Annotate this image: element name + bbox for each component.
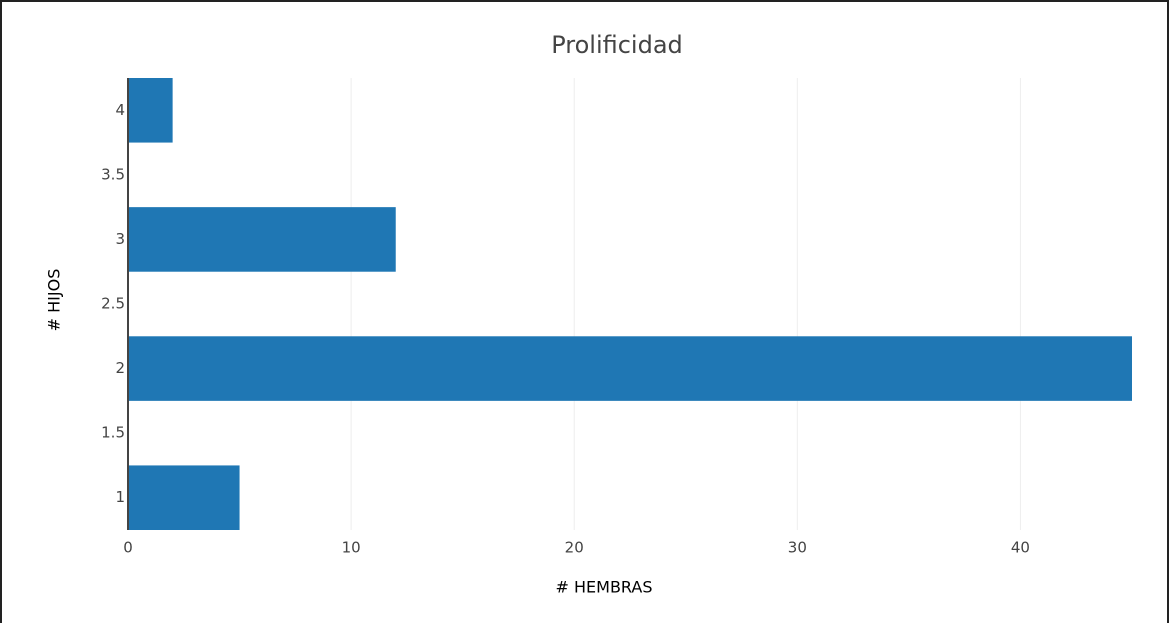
x-tick-label: 10 — [342, 539, 361, 557]
x-axis-label: # HEMBRAS — [556, 578, 653, 597]
x-tick-label: 20 — [565, 539, 584, 557]
y-tick-label: 4 — [115, 101, 125, 119]
bar — [128, 207, 396, 272]
y-tick-label: 1 — [115, 488, 125, 506]
chart-title: Prolificidad — [551, 31, 683, 59]
y-tick-label: 3.5 — [101, 165, 125, 183]
y-tick-label: 3 — [115, 230, 125, 248]
bar — [128, 465, 240, 530]
y-axis-label: # HIJOS — [45, 269, 64, 332]
x-tick-label: 0 — [123, 539, 133, 557]
y-tick-label: 2 — [115, 359, 125, 377]
x-tick-label: 40 — [1011, 539, 1030, 557]
y-tick-label: 2.5 — [101, 295, 125, 313]
x-tick-label: 30 — [788, 539, 807, 557]
bar — [128, 336, 1132, 401]
y-tick-label: 1.5 — [101, 424, 125, 442]
bar — [128, 78, 173, 143]
